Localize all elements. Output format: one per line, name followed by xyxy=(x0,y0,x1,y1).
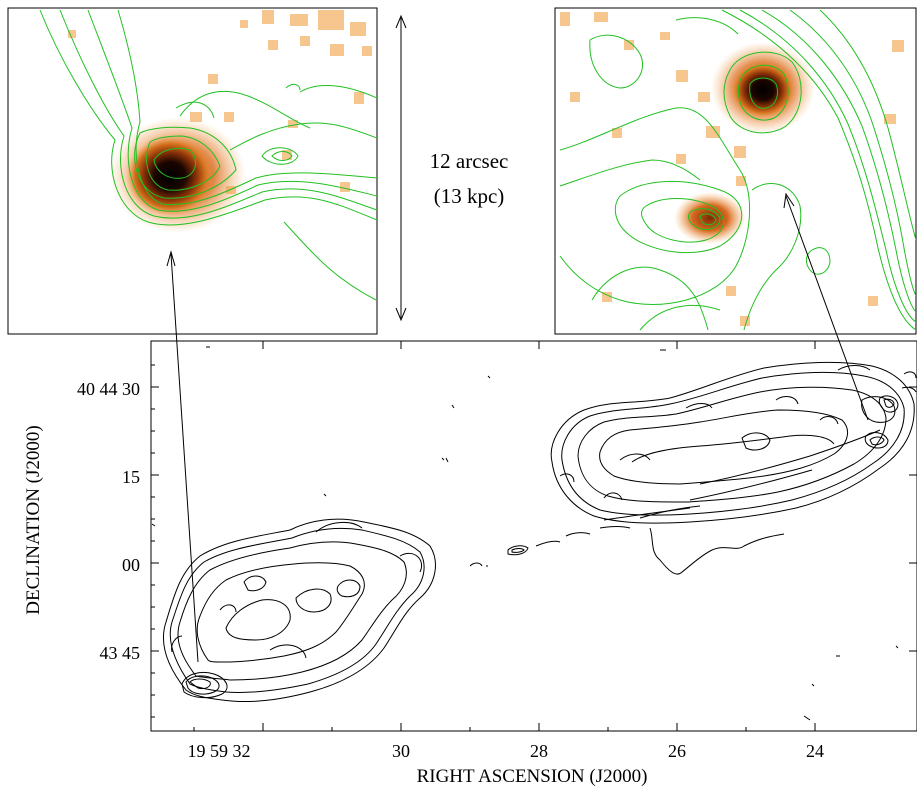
right-secondary-hotspot xyxy=(674,192,746,244)
right-hotspot-inset xyxy=(554,7,917,335)
inset-connector-arrows xyxy=(166,192,869,663)
y-tick-label: 00 xyxy=(122,555,140,575)
left-hotspot-inset xyxy=(7,7,378,335)
left-hotspot-core xyxy=(126,136,214,216)
main-contour-map: 40 44 30 15 00 43 45 19 59 32 30 28 26 2… xyxy=(23,340,917,787)
noise-contours xyxy=(151,346,899,721)
x-tick-label: 19 59 32 xyxy=(188,741,251,761)
left-connector-line xyxy=(170,253,199,663)
left-connector-arrowhead xyxy=(166,250,176,267)
scale-kpc-label: (13 kpc) xyxy=(434,184,505,208)
jet-contours xyxy=(445,375,701,567)
right-connector-arrowhead xyxy=(783,192,795,209)
inset-scale-bar: 12 arcsec (13 kpc) xyxy=(395,14,509,322)
y-tick-label: 15 xyxy=(122,467,140,487)
x-axis-label: RIGHT ASCENSION (J2000) xyxy=(417,766,648,787)
x-tick-label: 26 xyxy=(668,741,686,761)
main-map-frame xyxy=(150,340,917,732)
right-hotspot-core xyxy=(731,62,795,118)
x-tick-label: 24 xyxy=(806,741,824,761)
right-inset-diffuse-emission xyxy=(560,12,904,326)
northern-lobe-contours xyxy=(550,361,917,575)
y-axis-label: DECLINATION (J2000) xyxy=(23,425,44,614)
scale-arcsec-label: 12 arcsec xyxy=(430,149,509,173)
y-tick-label: 40 44 30 xyxy=(77,379,140,399)
right-inset-frame xyxy=(554,7,917,335)
x-tick-label: 28 xyxy=(530,741,548,761)
left-inset-diffuse-emission xyxy=(68,10,372,194)
right-inset-contours xyxy=(559,9,916,331)
main-map-ticks xyxy=(151,341,917,731)
right-connector-line xyxy=(785,195,869,421)
left-inset-contours xyxy=(39,9,377,301)
southern-lobe-contours xyxy=(162,518,436,703)
y-tick-label: 43 45 xyxy=(100,643,141,663)
x-tick-label: 30 xyxy=(392,741,410,761)
